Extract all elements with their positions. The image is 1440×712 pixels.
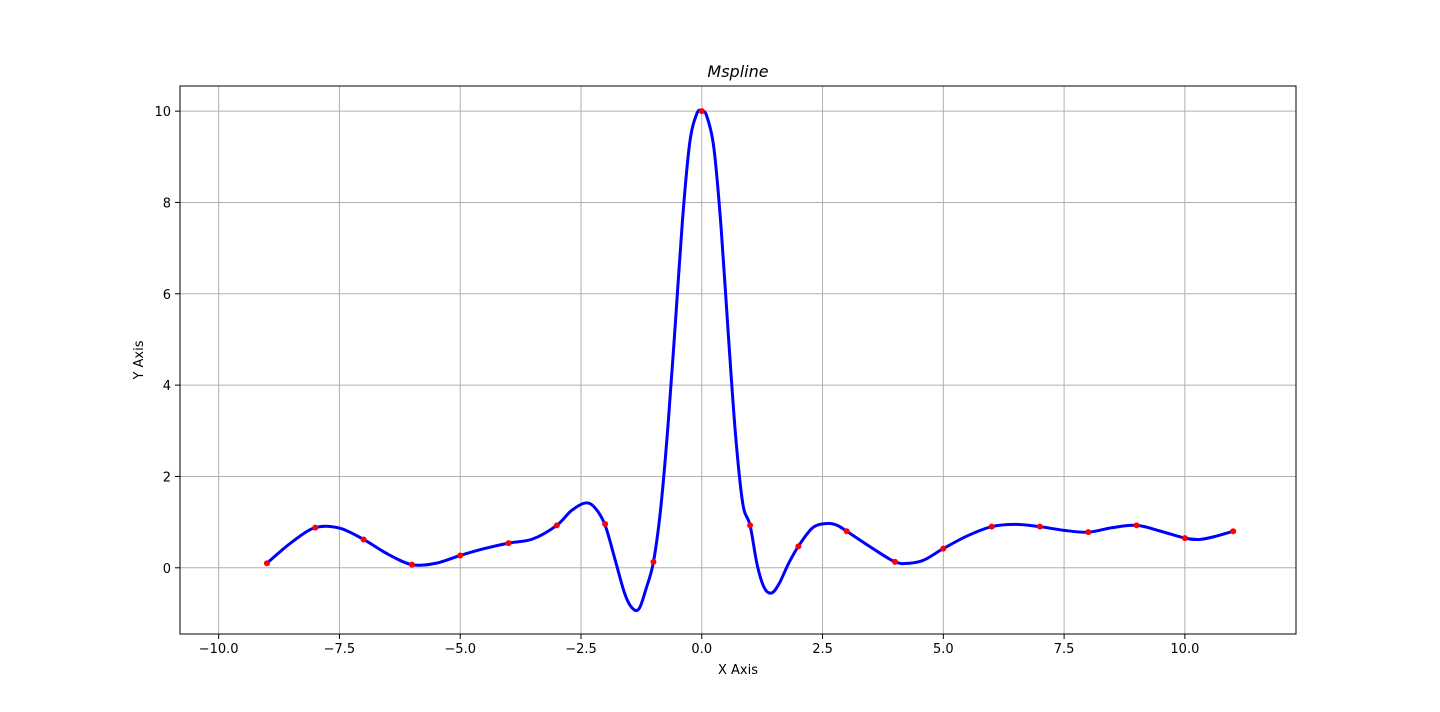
x-tick-label: −7.5 [324, 642, 356, 657]
data-point [1036, 523, 1043, 530]
x-axis-label: X Axis [718, 663, 758, 678]
data-point [360, 536, 367, 543]
data-point [408, 561, 415, 568]
data-point [650, 558, 657, 565]
x-tick-label: 10.0 [1170, 642, 1199, 657]
x-tick-label: 7.5 [1054, 642, 1075, 657]
ticks: −10.0 −7.5 −5.0 −2.5 0.0 2.5 5.0 7.5 10.0 0 2 4 6 8 10 [154, 105, 1199, 657]
chart-title: Mspline [707, 62, 768, 81]
data-point [1230, 528, 1237, 535]
data-point [1133, 522, 1140, 529]
x-tick-label: 5.0 [933, 642, 954, 657]
plot-area [263, 108, 1237, 613]
data-point [1085, 529, 1092, 536]
data-point [698, 108, 705, 115]
data-point [892, 558, 899, 565]
grid [180, 86, 1296, 634]
data-point [457, 552, 464, 559]
data-point [1181, 535, 1188, 542]
y-tick-label: 0 [163, 562, 171, 577]
data-point [263, 560, 270, 567]
data-point [843, 528, 850, 535]
y-tick-label: 8 [163, 196, 171, 211]
data-point [940, 545, 947, 552]
data-point [553, 522, 560, 529]
x-tick-label: −5.0 [444, 642, 476, 657]
data-point [505, 540, 512, 547]
y-tick-label: 2 [163, 470, 171, 485]
y-axis-label: Y Axis [132, 340, 147, 380]
x-tick-label: −10.0 [199, 642, 239, 657]
data-point [795, 543, 802, 550]
data-point [747, 522, 754, 529]
y-tick-label: 4 [163, 379, 171, 394]
y-tick-label: 10 [154, 105, 171, 120]
x-tick-label: −2.5 [565, 642, 597, 657]
x-tick-label: 0.0 [691, 642, 712, 657]
axes-frame [179, 85, 1297, 635]
x-tick-label: 2.5 [812, 642, 833, 657]
data-point [988, 523, 995, 530]
data-point [602, 520, 609, 527]
data-point [312, 524, 319, 531]
y-tick-label: 6 [163, 288, 171, 303]
